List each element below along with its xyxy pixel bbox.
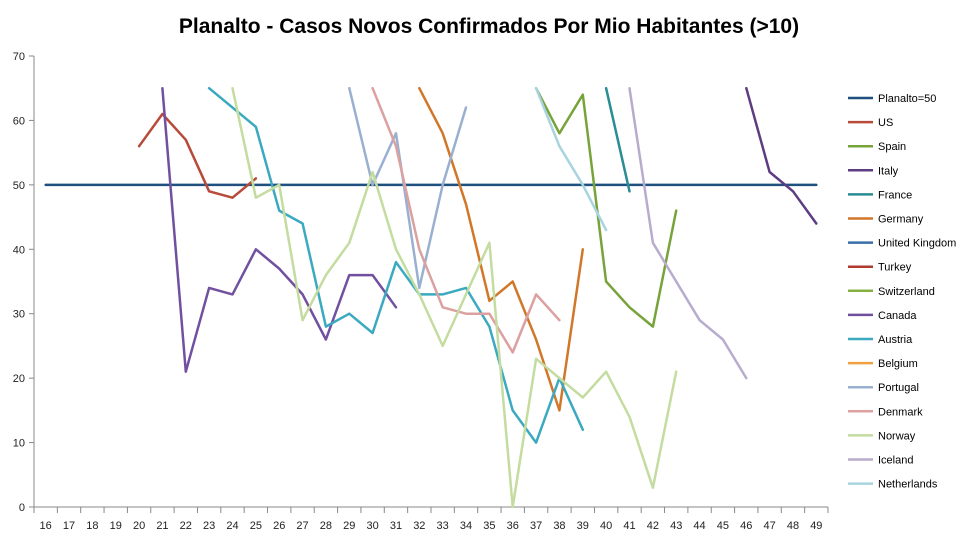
series-line-portugal (348, 86, 468, 290)
x-tick-label: 36 (507, 520, 519, 532)
legend: Planalto=50 US Spain Italy France Germany Unit… (848, 93, 956, 491)
series-line-spain (534, 86, 678, 328)
x-tick-label: 34 (460, 520, 472, 532)
y-tick-label: 50 (13, 180, 25, 192)
x-tick-label: 40 (600, 520, 612, 532)
y-tick-label: 30 (13, 309, 25, 321)
x-tick-label: 16 (40, 520, 52, 532)
series-line-france (604, 86, 631, 193)
legend-label: Austria (878, 334, 913, 346)
x-tick-label: 29 (343, 520, 355, 532)
series-line-italy (745, 86, 818, 225)
legend-label: Germany (878, 214, 924, 226)
x-tick-label: 18 (86, 520, 98, 532)
x-tick-label: 35 (483, 520, 495, 532)
chart-title: Planalto - Casos Novos Confirmados Por M… (179, 15, 799, 38)
x-tick-label: 32 (413, 520, 425, 532)
y-tick-label: 70 (13, 51, 25, 63)
y-tick-label: 60 (13, 115, 25, 127)
x-tick-label: 41 (623, 520, 635, 532)
x-tick-label: 20 (133, 520, 145, 532)
series-line-germany (418, 86, 585, 412)
series-line-iceland (628, 86, 748, 380)
x-tick-label: 44 (693, 520, 705, 532)
x-tick-label: 47 (763, 520, 775, 532)
legend-label: Netherlands (878, 479, 938, 491)
x-tick-label: 38 (553, 520, 565, 532)
legend-label: Italy (878, 165, 899, 177)
y-tick-label: 0 (19, 502, 25, 514)
series-lines (44, 86, 818, 509)
series-line-norway (231, 86, 678, 509)
x-tick-label: 31 (390, 520, 402, 532)
legend-label: Planalto=50 (878, 93, 936, 105)
axes: 0 10 20 30 40 50 60 70 16 17 18 19 20 21 22 23 24 25 26 27 2… (13, 51, 829, 532)
legend-label: Spain (878, 141, 906, 153)
x-tick-label: 33 (437, 520, 449, 532)
series-line-netherlands (534, 86, 608, 232)
x-tick-label: 21 (156, 520, 168, 532)
x-tick-label: 45 (717, 520, 729, 532)
y-tick-label: 20 (13, 373, 25, 385)
x-tick-label: 30 (366, 520, 378, 532)
legend-label: Portugal (878, 382, 919, 394)
legend-label: France (878, 189, 912, 201)
legend-label: US (878, 117, 893, 129)
legend-label: United Kingdom (878, 238, 956, 250)
legend-label: Norway (878, 430, 916, 442)
legend-label: Switzerland (878, 286, 935, 298)
x-tick-label: 17 (63, 520, 75, 532)
legend-label: Turkey (878, 262, 912, 274)
series-line-us (137, 112, 258, 199)
x-tick-label: 43 (670, 520, 682, 532)
x-tick-label: 48 (787, 520, 799, 532)
x-tick-label: 49 (810, 520, 822, 532)
x-tick-label: 28 (320, 520, 332, 532)
x-tick-label: 39 (577, 520, 589, 532)
x-tick-label: 26 (273, 520, 285, 532)
x-tick-label: 37 (530, 520, 542, 532)
x-tick-label: 27 (296, 520, 308, 532)
x-tick-label: 24 (226, 520, 238, 532)
legend-label: Belgium (878, 358, 918, 370)
legend-label: Denmark (878, 406, 923, 418)
x-tick-label: 46 (740, 520, 752, 532)
x-tick-label: 42 (647, 520, 659, 532)
x-tick-label: 25 (250, 520, 262, 532)
x-tick-label: 23 (203, 520, 215, 532)
y-tick-label: 10 (13, 438, 25, 450)
y-tick-label: 40 (13, 244, 25, 256)
legend-label: Canada (878, 310, 917, 322)
legend-label: Iceland (878, 455, 913, 467)
series-line-denmark (371, 86, 561, 354)
x-tick-label: 22 (180, 520, 192, 532)
x-tick-label: 19 (110, 520, 122, 532)
series-line-austria (207, 86, 585, 444)
series-line-canada (161, 86, 398, 373)
